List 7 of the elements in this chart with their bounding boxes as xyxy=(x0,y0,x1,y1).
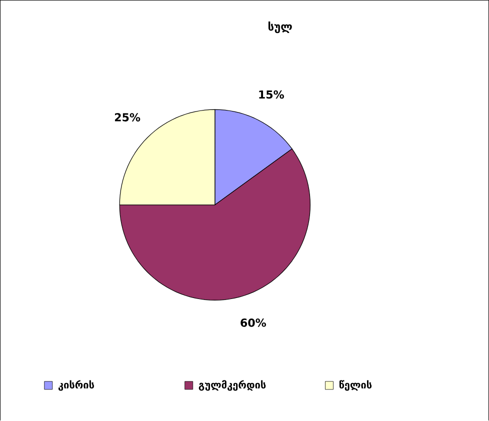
legend-label: წელის xyxy=(339,380,372,391)
legend-label: გულმკერდის xyxy=(198,380,266,391)
data-label: 25% xyxy=(114,113,140,122)
data-label: 60% xyxy=(240,318,266,327)
data-label: 15% xyxy=(259,90,284,99)
chart-title: სულ xyxy=(268,22,292,34)
legend-label: კისრის xyxy=(58,380,94,391)
